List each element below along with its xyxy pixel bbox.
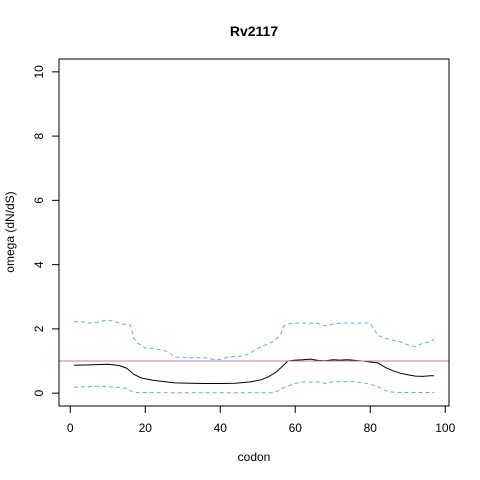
series-line-upper: [74, 319, 435, 360]
x-axis-label: codon: [238, 450, 271, 464]
y-tick-label: 10: [32, 65, 46, 79]
x-tick-label: 80: [364, 421, 378, 435]
y-axis-label: omega (dN/dS): [3, 191, 17, 272]
series-line-lower: [73, 381, 434, 394]
y-tick-label: 0: [32, 389, 46, 396]
y-tick-label: 2: [32, 325, 46, 332]
y-tick-label: 6: [32, 197, 46, 204]
x-tick-label: 100: [435, 421, 455, 435]
x-tick-label: 60: [289, 421, 303, 435]
x-tick-label: 20: [139, 421, 153, 435]
y-tick-label: 4: [32, 261, 46, 268]
y-tick-label: 8: [32, 132, 46, 139]
x-tick-label: 40: [214, 421, 228, 435]
x-axis: 0 20 40 60 80 100: [67, 405, 456, 435]
x-tick-label: 0: [67, 421, 74, 435]
y-axis: 0 2 4 6 8 10: [32, 65, 60, 396]
chart-title: Rv2117: [230, 23, 278, 39]
